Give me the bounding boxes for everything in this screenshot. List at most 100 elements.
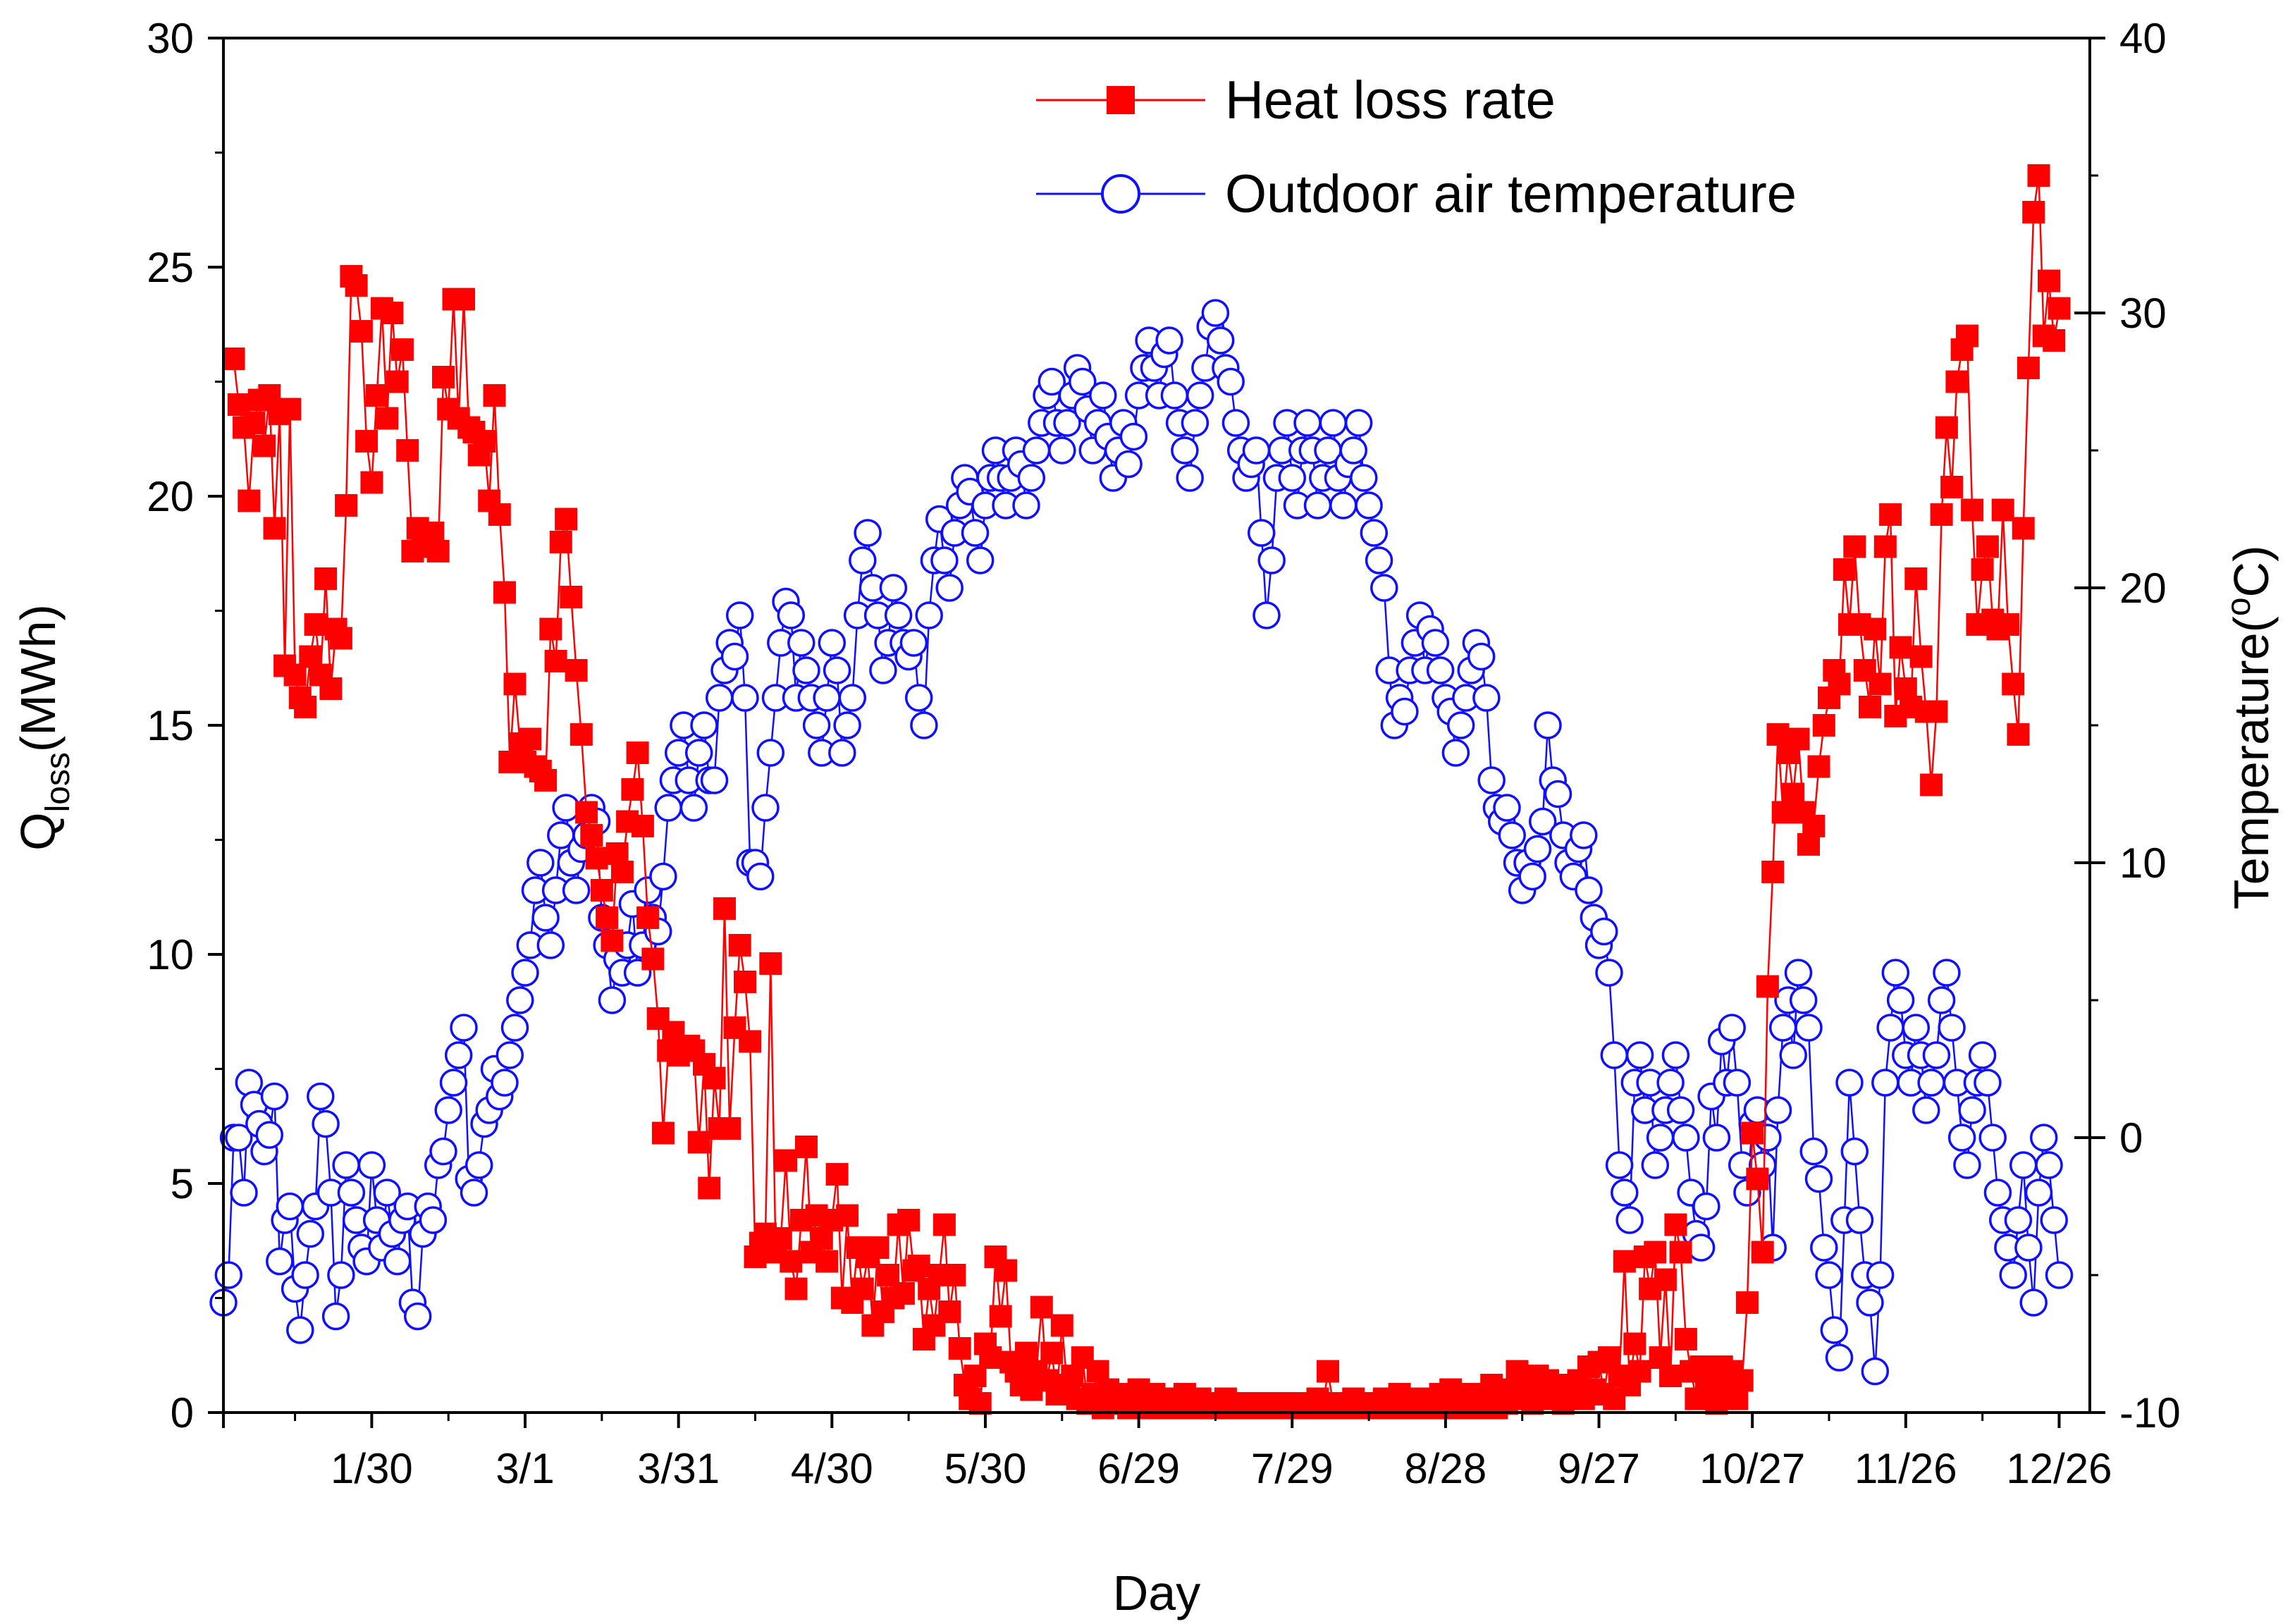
heat-loss-point [610,861,634,883]
temperature-point [500,1014,529,1042]
temperature-point [1069,367,1097,396]
temperature-point [1646,1124,1675,1152]
temperature-point [700,766,729,794]
heat-loss-point [376,407,399,430]
temperature-point [1611,1179,1639,1207]
heat-loss-point [539,617,562,641]
temperature-point [1968,1041,1997,1069]
temperature-point [1446,711,1475,739]
heat-loss-point [390,338,414,361]
temperature-point [1217,367,1245,396]
legend-temp-marker [1101,174,1140,214]
temperature-point [2045,1261,2074,1289]
heat-loss-point [1628,1360,1651,1383]
temperature-point [1702,1124,1731,1152]
temperature-point [1206,326,1235,355]
heat-loss-point [596,906,619,929]
temperature-point [879,574,908,602]
heat-loss-point [851,1277,874,1300]
temperature-point [1293,409,1322,437]
temperature-point [373,1179,401,1207]
heat-loss-point [1843,535,1866,558]
heat-loss-point [396,439,419,462]
temperature-point [291,1261,319,1289]
temperature-point [296,1219,325,1248]
temperature-point [450,1014,478,1042]
temperature-point [731,684,759,712]
temperature-point [904,684,933,712]
temperature-point [464,1151,493,1179]
temperature-point [1804,1164,1833,1193]
temperature-point [1017,464,1046,492]
heat-loss-point [555,508,578,531]
temperature-point [1600,1041,1629,1069]
heat-loss-point [1945,370,1969,393]
heat-loss-point [739,1030,762,1053]
temperature-point [833,711,861,739]
y-right-title-unit: C) [2224,546,2279,598]
heat-loss-point [932,1213,956,1236]
temperature-point [536,931,565,959]
heat-loss-point [626,742,649,764]
heat-loss-point [784,1277,808,1300]
temperature-point [1866,1261,1895,1289]
temperature-point [1615,1206,1644,1234]
temperature-point [1022,436,1051,465]
y-left-tick-label: 25 [147,244,194,291]
temperature-point [1360,519,1389,547]
temperature-point [828,739,856,767]
temperature-point [1595,959,1623,987]
heat-loss-point [1664,1213,1687,1236]
heat-loss-point [253,434,276,457]
heat-loss-point [2012,517,2035,540]
temperature-point [307,1082,335,1111]
temperature-point [1350,464,1378,492]
temperature-point [337,1179,366,1207]
temperature-point [1575,876,1603,904]
y-left-title-unit: (MWh) [11,604,66,752]
temperature-point [312,1109,340,1138]
temperature-point [383,1247,412,1276]
heat-loss-point [1030,1296,1053,1319]
heat-loss-point [713,897,736,920]
heat-loss-point [2038,269,2060,293]
x-tick-label: 8/28 [1405,1445,1487,1492]
heat-loss-point [319,677,343,700]
temperature-point [746,862,775,891]
temperature-point [460,1179,488,1207]
heat-loss-point [989,1305,1012,1328]
temperature-point [910,711,938,739]
heat-loss-point [1904,567,1928,590]
heat-loss-point [1889,636,1912,659]
temperature-point [419,1206,448,1234]
y-axis-left: 0 5 10 15 20 25 30 [147,15,223,1437]
temperature-point [1799,1137,1828,1166]
heat-loss-point [734,971,756,993]
temperature-point [1355,491,1383,519]
y-right-title-main: Temperature( [2224,616,2279,909]
heat-loss-point [483,384,506,407]
temperature-point [1871,1069,1900,1097]
temperature-point [1835,1069,1864,1097]
temperature-point [751,794,780,822]
heat-loss-point [1674,1328,1697,1351]
heat-loss-point [1746,1167,1769,1191]
heat-loss-point [1996,613,2019,636]
temperature-point [230,1179,258,1207]
heat-loss-point [242,412,266,434]
temperature-point [1656,1069,1685,1097]
temperature-point [552,794,580,822]
heat-loss-point [897,1209,921,1231]
heat-loss-point [1787,727,1810,751]
heat-loss-point [866,1236,889,1259]
heat-loss-point [1623,1332,1646,1355]
heat-loss-point [365,384,388,407]
heat-loss-point [263,517,286,540]
x-axis-title: Day [1113,1565,1200,1620]
temperature-point [2014,1234,2043,1262]
temperature-point [869,656,897,684]
temperature-point [899,629,928,657]
heat-loss-point [892,1282,915,1305]
series-heat-loss-rate [222,164,2071,1420]
